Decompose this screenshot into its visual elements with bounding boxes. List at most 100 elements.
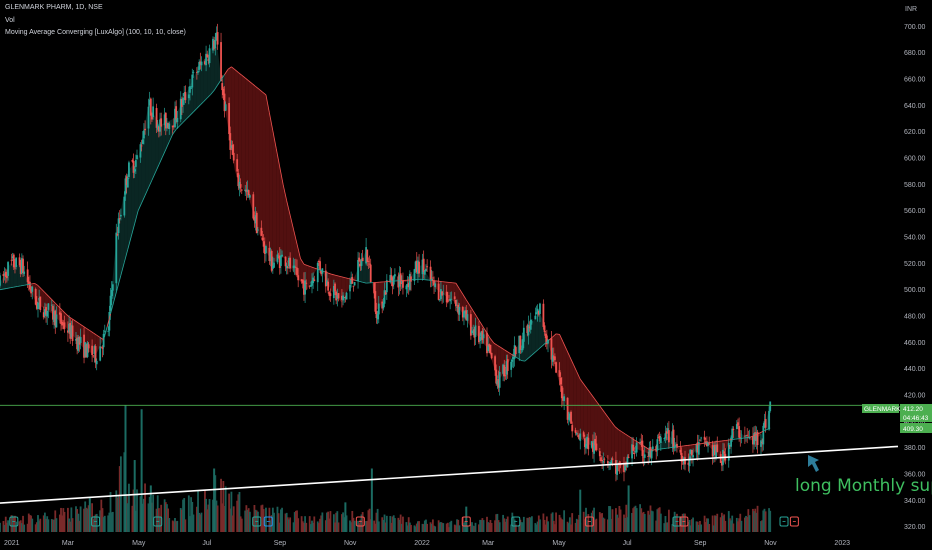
y-tick-label: 660.00 xyxy=(904,77,926,84)
volume-bar xyxy=(463,522,465,532)
ma-line-segment xyxy=(303,263,308,266)
candle-body xyxy=(147,106,150,129)
volume-bar xyxy=(708,524,711,532)
candle-body xyxy=(684,457,686,465)
event-marker[interactable] xyxy=(153,516,163,527)
ma-line-segment xyxy=(17,285,21,287)
volume-bar xyxy=(490,523,493,532)
event-marker[interactable] xyxy=(252,516,262,527)
event-marker[interactable] xyxy=(779,516,789,527)
volume-bar xyxy=(568,517,571,532)
event-marker[interactable] xyxy=(789,516,799,527)
volume-bar xyxy=(110,512,113,532)
ma-line-segment xyxy=(182,118,187,123)
candle-body xyxy=(537,310,540,315)
candle-body xyxy=(288,257,290,267)
ma-line-segment xyxy=(289,214,294,230)
ma-cloud-segment xyxy=(196,65,201,109)
candle-body xyxy=(68,323,70,332)
candle-body xyxy=(133,169,136,172)
candle-body xyxy=(149,98,152,116)
candle-body xyxy=(376,313,379,320)
volume-bar xyxy=(417,521,419,532)
volume-bar xyxy=(116,497,119,532)
volume-bar xyxy=(192,514,195,532)
candle-body xyxy=(708,443,711,445)
candle-body xyxy=(567,418,570,420)
ticker-tag-label: GLENMARK xyxy=(864,406,901,413)
volume-bar xyxy=(327,511,330,532)
volume-bar xyxy=(190,497,193,532)
volume-bar xyxy=(665,522,668,532)
event-marker[interactable] xyxy=(461,516,471,527)
event-marker[interactable] xyxy=(511,516,521,527)
ma-line-segment xyxy=(296,243,301,259)
candle-body xyxy=(327,281,330,291)
ma-line-segment xyxy=(469,305,474,312)
y-tick-label: 320.00 xyxy=(904,524,926,531)
annotation-text[interactable]: long Monthly sup xyxy=(795,476,932,496)
volume-bar xyxy=(755,512,758,532)
event-marker[interactable] xyxy=(679,516,689,527)
volume-bar xyxy=(384,522,387,532)
event-marker[interactable] xyxy=(355,516,365,527)
ma-cloud-segment xyxy=(262,92,266,251)
ma-line-segment xyxy=(189,111,194,116)
event-marker[interactable] xyxy=(263,516,273,527)
ma-line-segment xyxy=(6,287,11,289)
volume-bar xyxy=(134,510,137,532)
volume-bar xyxy=(730,520,732,532)
event-marker[interactable] xyxy=(672,516,682,527)
volume-bar xyxy=(304,516,306,532)
candle-body xyxy=(38,297,41,301)
ma-cloud-segment xyxy=(131,162,135,237)
event-marker[interactable] xyxy=(91,516,101,527)
ma-cloud-segment xyxy=(265,94,270,259)
volume-bar xyxy=(15,521,18,532)
volume-bar xyxy=(458,525,461,532)
candle-body xyxy=(268,247,271,261)
event-markers[interactable] xyxy=(9,516,799,527)
candle-body xyxy=(139,144,142,158)
volume-legend[interactable]: Vol xyxy=(5,17,15,24)
volume-bar xyxy=(332,514,335,532)
candle-body xyxy=(253,217,256,221)
candle-body xyxy=(26,269,29,283)
candle-body xyxy=(413,269,416,282)
volume-bar xyxy=(247,508,250,532)
candle-body xyxy=(222,88,225,96)
candle-body xyxy=(174,108,176,128)
volume-bar xyxy=(20,523,23,532)
volume-bar xyxy=(157,508,160,532)
volume-bar xyxy=(506,516,509,532)
candle-body xyxy=(301,279,304,284)
ma-line-segment xyxy=(193,108,198,113)
drawing-lines[interactable] xyxy=(0,404,899,504)
indicator-legend[interactable]: Moving Average Converging [LuxAlgo] (100… xyxy=(5,29,186,36)
symbol-legend[interactable]: GLENMARK PHARM, 1D, NSE xyxy=(5,4,103,11)
volume-bar xyxy=(377,521,380,532)
event-marker[interactable] xyxy=(9,516,19,527)
candle-body xyxy=(466,314,469,321)
candle-body xyxy=(434,283,437,288)
volume-bar xyxy=(160,504,163,532)
ma-line-segment xyxy=(621,431,626,435)
candle-body xyxy=(519,335,522,350)
event-marker[interactable] xyxy=(584,516,594,527)
candle-body xyxy=(280,255,282,266)
ma-line-segment xyxy=(127,236,132,250)
candle-body xyxy=(474,325,477,337)
candle-body xyxy=(239,184,242,189)
candle-body xyxy=(408,273,411,290)
candle-body xyxy=(166,123,168,128)
candle-body xyxy=(284,256,287,267)
ma-cloud-segment xyxy=(248,80,253,210)
volume-bar xyxy=(50,519,53,532)
ma-line-segment xyxy=(165,141,170,150)
volume-bar xyxy=(626,517,629,532)
candle-body xyxy=(351,277,354,284)
volume-bar xyxy=(205,498,207,532)
candle-body xyxy=(102,333,105,348)
candle-body xyxy=(578,435,580,439)
